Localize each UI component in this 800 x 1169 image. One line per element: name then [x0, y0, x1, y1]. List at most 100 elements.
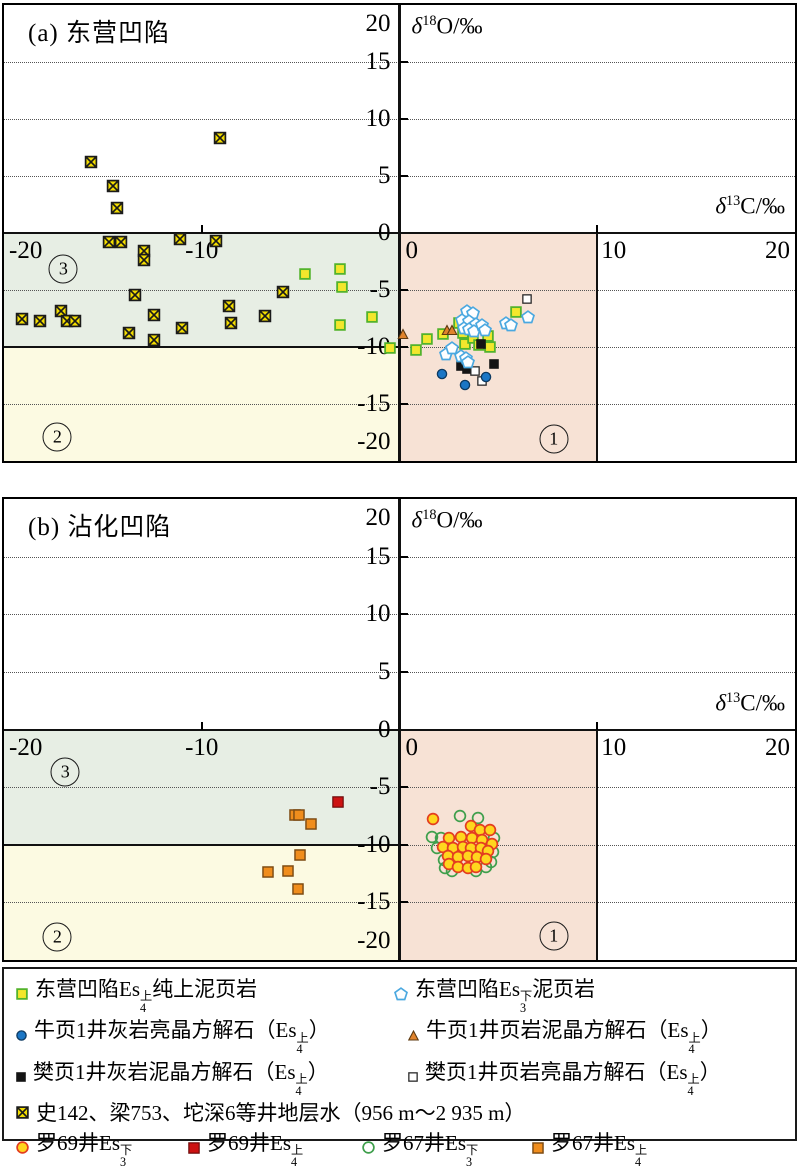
panel-a-dongying-plot: 20 15 10 5 0 -5 -10 -15 -20 -20 -10 0 10 20 (a) 东营凹陷 δ1…	[2, 3, 797, 463]
data-point-water	[106, 180, 119, 193]
legend-marker-dy_es4	[16, 987, 28, 1000]
pentagon-marker	[394, 986, 408, 1001]
y-axis-label: δ18O/‰	[411, 13, 483, 39]
square-marker	[292, 809, 305, 821]
data-point-dy_es3	[477, 322, 492, 337]
data-point-dy_es3	[444, 341, 459, 355]
data-point-niuye_sparry	[459, 379, 471, 390]
data-point-dy_es4	[383, 342, 396, 354]
square-marker	[510, 305, 522, 318]
legend-item-water: 史142、梁753、坨深6等井地层水（956 m～2 935 m）	[16, 1097, 525, 1127]
square-marker	[291, 882, 304, 895]
y-tick-label--20: -20	[357, 926, 391, 954]
y-tick-10	[399, 118, 408, 120]
zone-label-1: 1	[539, 921, 569, 951]
y-axis-line	[398, 5, 401, 461]
data-point-luo67_es3	[453, 809, 467, 823]
y-tick--15	[399, 403, 408, 405]
triangle-marker	[397, 328, 409, 340]
y-tick-15	[399, 61, 408, 63]
pentagon-marker	[521, 310, 536, 324]
data-point-dy_es3	[460, 354, 475, 369]
data-point-water	[110, 201, 123, 215]
zone-label-2: 2	[42, 922, 72, 952]
crossed-square-marker	[223, 299, 236, 313]
triangle-marker	[408, 1029, 419, 1041]
square-marker	[475, 338, 486, 349]
data-point-water	[122, 327, 135, 340]
square-marker	[334, 319, 346, 332]
crossed-square-marker	[15, 312, 29, 325]
crossed-square-marker	[173, 232, 187, 245]
y-tick-10	[399, 613, 408, 616]
data-point-niuye_micrite	[446, 324, 458, 335]
data-point-water	[223, 299, 236, 313]
panel-title: (a) 东营凹陷	[28, 20, 170, 47]
circle-marker	[459, 379, 471, 390]
legend-marker-fanye_micrite	[16, 1071, 26, 1082]
legend-label-fanye_sparry: 樊页1井页岩亮晶方解石（Es 上 4）	[425, 1059, 721, 1098]
y-tick-label--15: -15	[357, 888, 391, 916]
circle-marker	[16, 1141, 29, 1155]
legend-row-4: 史142、梁753、坨深6等井地层水（956 m～2 935 m）	[16, 1097, 783, 1127]
data-point-luo69_es3	[469, 860, 482, 873]
data-point-dy_es4	[484, 341, 497, 353]
y-tick-label-10: 10	[365, 104, 391, 132]
legend-label-dy_es4: 东营凹陷Es 上 4 纯上泥页岩	[35, 977, 258, 1015]
pentagon-marker	[460, 354, 475, 369]
legend-label-luo69_es4: 罗69井Es 上 4	[207, 1131, 304, 1169]
square-marker	[16, 987, 28, 1000]
y-tick--5	[399, 786, 408, 789]
square-marker	[408, 1071, 418, 1082]
data-point-luo67_es4	[292, 809, 305, 821]
legend-label-fanye_micrite: 樊页1井灰岩泥晶方解石（Es 上 4）	[33, 1059, 329, 1098]
x-tick--10	[200, 225, 203, 233]
zone-label-1: 1	[539, 424, 569, 454]
data-point-water	[213, 132, 226, 145]
x-tick-label-10: 10	[601, 733, 627, 761]
pentagon-marker	[444, 341, 459, 355]
crossed-square-marker	[175, 321, 189, 334]
x-tick-label-20: 20	[765, 237, 790, 264]
legend-item-fanye_sparry: 樊页1井页岩亮晶方解石（Es 上 4）	[408, 1056, 721, 1097]
crossed-square-marker	[138, 254, 151, 267]
data-point-water	[15, 312, 29, 325]
data-point-water	[276, 286, 290, 299]
x-tick-10	[596, 225, 599, 233]
square-marker	[469, 366, 480, 376]
square-marker	[532, 1142, 544, 1154]
y-tick-label--10: -10	[357, 332, 391, 360]
x-axis-label: δ13C/‰	[715, 689, 785, 716]
circle-marker	[471, 811, 484, 825]
square-marker	[489, 359, 500, 369]
legend-row-2: 牛页1井灰岩亮晶方解石（Es 上 4） 牛页1井页岩泥晶方解石（Es 上 4）	[16, 1014, 783, 1055]
y-axis-label: δ18O/‰	[411, 507, 483, 533]
square-marker	[421, 333, 433, 345]
data-point-luo69_es3	[426, 813, 440, 826]
legend-marker-luo69_es4	[188, 1142, 200, 1154]
x-tick-label--20: -20	[9, 733, 43, 761]
x-tick-10	[596, 721, 599, 730]
data-point-water	[258, 309, 272, 323]
circle-marker	[469, 860, 482, 873]
square-marker	[383, 342, 396, 354]
crossed-square-marker	[209, 234, 222, 248]
legend-marker-dy_es3	[394, 986, 408, 1001]
legend-item-luo69_es4: 罗69井Es 上 4	[188, 1127, 362, 1168]
data-point-luo69_es3	[442, 831, 456, 845]
y-tick-label--5: -5	[369, 275, 391, 303]
legend-item-niuye_micrite: 牛页1井页岩泥晶方解石（Es 上 4）	[408, 1014, 722, 1055]
legend-row-1: 东营凹陷Es 上 4 纯上泥页岩 东营凹陷Es 下 3 泥页岩	[16, 973, 783, 1014]
x-tick-label-0: 0	[405, 237, 419, 264]
y-tick-label-20: 20	[365, 504, 391, 531]
legend-marker-luo67_es3	[362, 1141, 375, 1155]
panel-title: (b) 沾化凹陷	[28, 514, 172, 541]
y-tick-label-15: 15	[365, 542, 391, 570]
legend-label-dy_es3: 东营凹陷Es 下 3 泥页岩	[415, 977, 596, 1015]
data-point-luo69_es4	[332, 796, 344, 808]
data-point-dy_es4	[334, 263, 346, 276]
data-point-fanye_sparry	[469, 366, 480, 376]
data-point-dy_es3	[521, 310, 536, 324]
x-tick-label--10: -10	[185, 733, 219, 761]
triangle-marker	[446, 324, 458, 335]
